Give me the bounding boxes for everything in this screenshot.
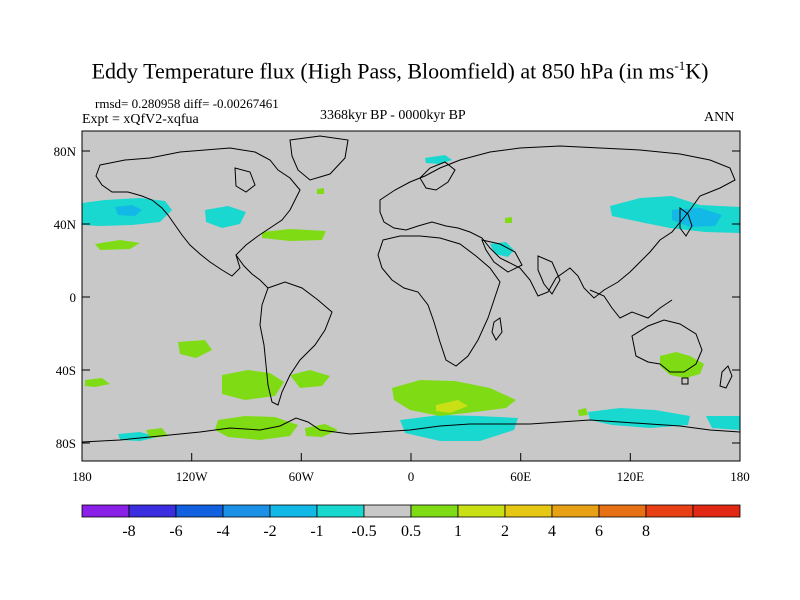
y-tick-label: 80N [54, 144, 77, 159]
cyan-patch-southern-ocean-africa [400, 415, 518, 441]
y-tick-label: 80S [56, 436, 76, 451]
y-tick-label: 40N [54, 217, 77, 232]
colorbar-swatch [175, 504, 224, 518]
cyan-patch-north-pacific-core [115, 205, 142, 216]
y-tick-label: 40S [56, 363, 76, 378]
colorbar-swatch [316, 504, 365, 518]
colorbar-label: -2 [263, 523, 276, 540]
coastline-africa [377, 235, 501, 367]
colorbar-swatch [81, 504, 130, 518]
coastline-tasmania [681, 377, 689, 385]
colorbar-swatch [457, 504, 506, 518]
colorbar-label: -6 [169, 523, 182, 540]
colorbar-label: 1 [454, 523, 462, 540]
colorbar-swatch [128, 504, 177, 518]
green-patch-southern-ocean-pacific [215, 416, 298, 440]
colorbar-label: 8 [642, 523, 650, 540]
coastline-eurasia [379, 145, 736, 299]
rmsd-diff-label: rmsd= 0.280958 diff= -0.00267461 [95, 96, 279, 111]
coastline-scandinavia [419, 161, 456, 191]
green-patch-kerguelen [578, 408, 588, 416]
season-label: ANN [704, 110, 735, 125]
coastline-greenland [289, 135, 349, 181]
green-patch-south-east-pacific [222, 370, 284, 400]
x-tick-label: 180 [730, 469, 750, 484]
coastline-japan [679, 207, 693, 237]
colorbar-swatch [269, 504, 318, 518]
colorbar-swatch [598, 504, 647, 518]
green-patch-north-pacific [95, 240, 140, 250]
x-tick-label: 120E [617, 469, 645, 484]
colorbar-label: 0.5 [401, 523, 421, 540]
coastline-southeast-asia [589, 289, 673, 319]
plot-title: Eddy Temperature flux (High Pass, Bloomf… [91, 58, 709, 84]
colorbar-label: 2 [501, 523, 509, 540]
colorbar-label: -1 [310, 523, 323, 540]
x-tick-label: 60E [510, 469, 531, 484]
colorbar-swatch [692, 504, 741, 518]
green-patch-south-pacific [178, 340, 212, 358]
coastlines [82, 135, 740, 443]
colorbar-swatch [363, 504, 412, 518]
green-patch-south-atlantic-west [290, 370, 330, 388]
colorbar-swatch [410, 504, 459, 518]
colorbar-swatch [222, 504, 271, 518]
green-patch-south-atlantic-africa [392, 380, 516, 416]
x-tick-label: 0 [408, 469, 415, 484]
period-label: 3368kyr BP - 0000kyr BP [320, 108, 466, 123]
colorbar-label: -4 [216, 523, 229, 540]
cyan-patch-north-pacific-east [205, 206, 246, 228]
cyan-patch-japan-core [672, 208, 722, 227]
coastline-arabia [481, 239, 523, 273]
x-tick-labels: 180 120W 60W 0 60E 120E 180 [72, 469, 750, 484]
green-patch-iceland [317, 188, 324, 194]
green-patch-south-pacific-west [85, 378, 110, 387]
cyan-patch-southern-ocean-indian [588, 408, 690, 428]
coastline-antarctica [82, 417, 740, 443]
colorbar-labels: -8 -6 -4 -2 -1 -0.5 0.5 1 2 4 6 8 [122, 523, 650, 540]
colorbar-label: 4 [548, 523, 556, 540]
cyan-patch-southern-ocean-east [706, 416, 740, 430]
colorbar-label: -0.5 [351, 523, 376, 540]
coastline-india [537, 255, 561, 295]
colorbar-label: -8 [122, 523, 135, 540]
coastline-hudson-bay [234, 167, 256, 193]
colorbar-label: 6 [595, 523, 603, 540]
colorbar [81, 504, 741, 518]
coastline-australia [631, 319, 703, 373]
anomaly-fields [82, 155, 740, 441]
y-tick-labels: 80N 40N 0 40S 80S [54, 144, 77, 451]
x-tick-label: 120W [176, 469, 209, 484]
x-tick-label: 60W [289, 469, 315, 484]
coastline-new-zealand [719, 365, 733, 389]
green-patch-north-atlantic [262, 229, 326, 241]
cyan-patch-arabia [490, 242, 514, 257]
coastline-south-america [259, 281, 333, 406]
colorbar-swatch [504, 504, 553, 518]
y-tick-marks [82, 150, 740, 444]
y-tick-label: 0 [70, 290, 77, 305]
green-patch-caspian [505, 217, 512, 223]
colorbar-swatch [551, 504, 600, 518]
yellow-patch-south-atlantic [436, 400, 468, 413]
coastline-central-america [235, 254, 269, 289]
colorbar-swatch [645, 504, 694, 518]
coastline-madagascar [491, 317, 503, 341]
experiment-label: Expt = xQfV2-xqfua [82, 112, 199, 127]
x-tick-marks [81, 453, 741, 461]
x-tick-label: 180 [72, 469, 92, 484]
